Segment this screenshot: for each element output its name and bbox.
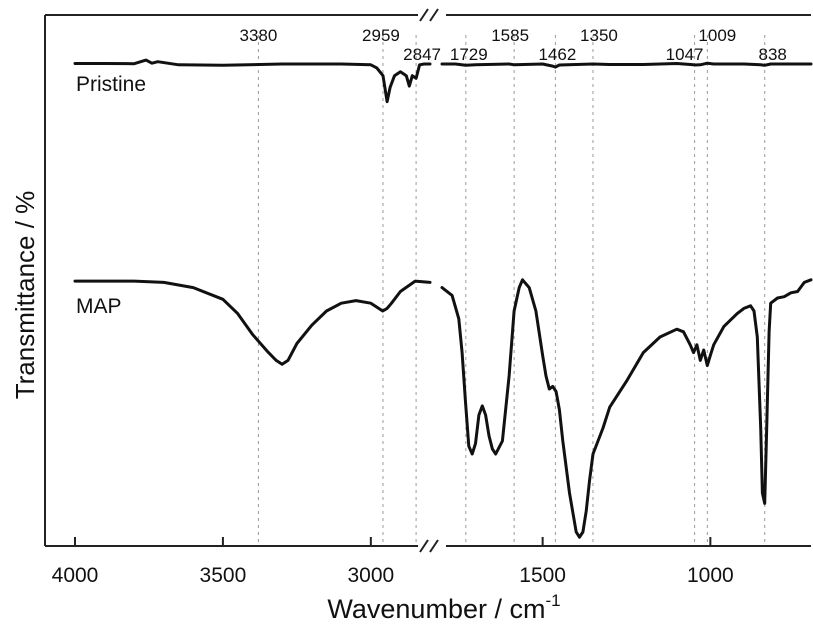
peak-label-1009: 1009 — [698, 26, 736, 45]
x-axis-label: Wavenumber / cm-1 — [327, 591, 560, 624]
spectra — [73, 58, 813, 539]
series-label-pristine: Pristine — [76, 73, 146, 96]
x-tick-label-1500: 1500 — [519, 564, 566, 587]
peak-label-1729: 1729 — [450, 45, 488, 64]
axis-break-mark-top-2 — [429, 8, 439, 22]
axes: 4000 3500 3000 1500 1000 — [44, 8, 811, 587]
x-tick-label-4000: 4000 — [52, 564, 99, 587]
x-tick-label-3500: 3500 — [200, 564, 247, 587]
x-tick-label-1000: 1000 — [687, 564, 734, 587]
peak-reference-lines — [257, 35, 766, 544]
peak-label-1350: 1350 — [580, 26, 618, 45]
series-line-map-segment-2 — [440, 278, 813, 539]
series-line-pristine-segment-1 — [73, 58, 432, 104]
peak-label-1047: 1047 — [666, 45, 704, 64]
peak-label-3380: 3380 — [240, 26, 278, 45]
axis-break-mark-bottom-1 — [419, 539, 429, 553]
peak-label-838: 838 — [759, 45, 787, 64]
axis-break-mark-top-1 — [419, 8, 429, 22]
peak-label-1462: 1462 — [538, 45, 576, 64]
series-line-map-segment-1 — [73, 279, 432, 366]
peak-label-1585: 1585 — [491, 26, 529, 45]
x-tick-label-3000: 3000 — [347, 564, 394, 587]
peak-label-2847: 2847 — [403, 45, 441, 64]
y-axis-label: Transmittance / % — [10, 191, 40, 400]
series-line-pristine-segment-2 — [440, 61, 813, 69]
axis-break-mark-bottom-2 — [429, 539, 439, 553]
peak-label-2959: 2959 — [362, 26, 400, 45]
series-label-map: MAP — [76, 295, 122, 318]
